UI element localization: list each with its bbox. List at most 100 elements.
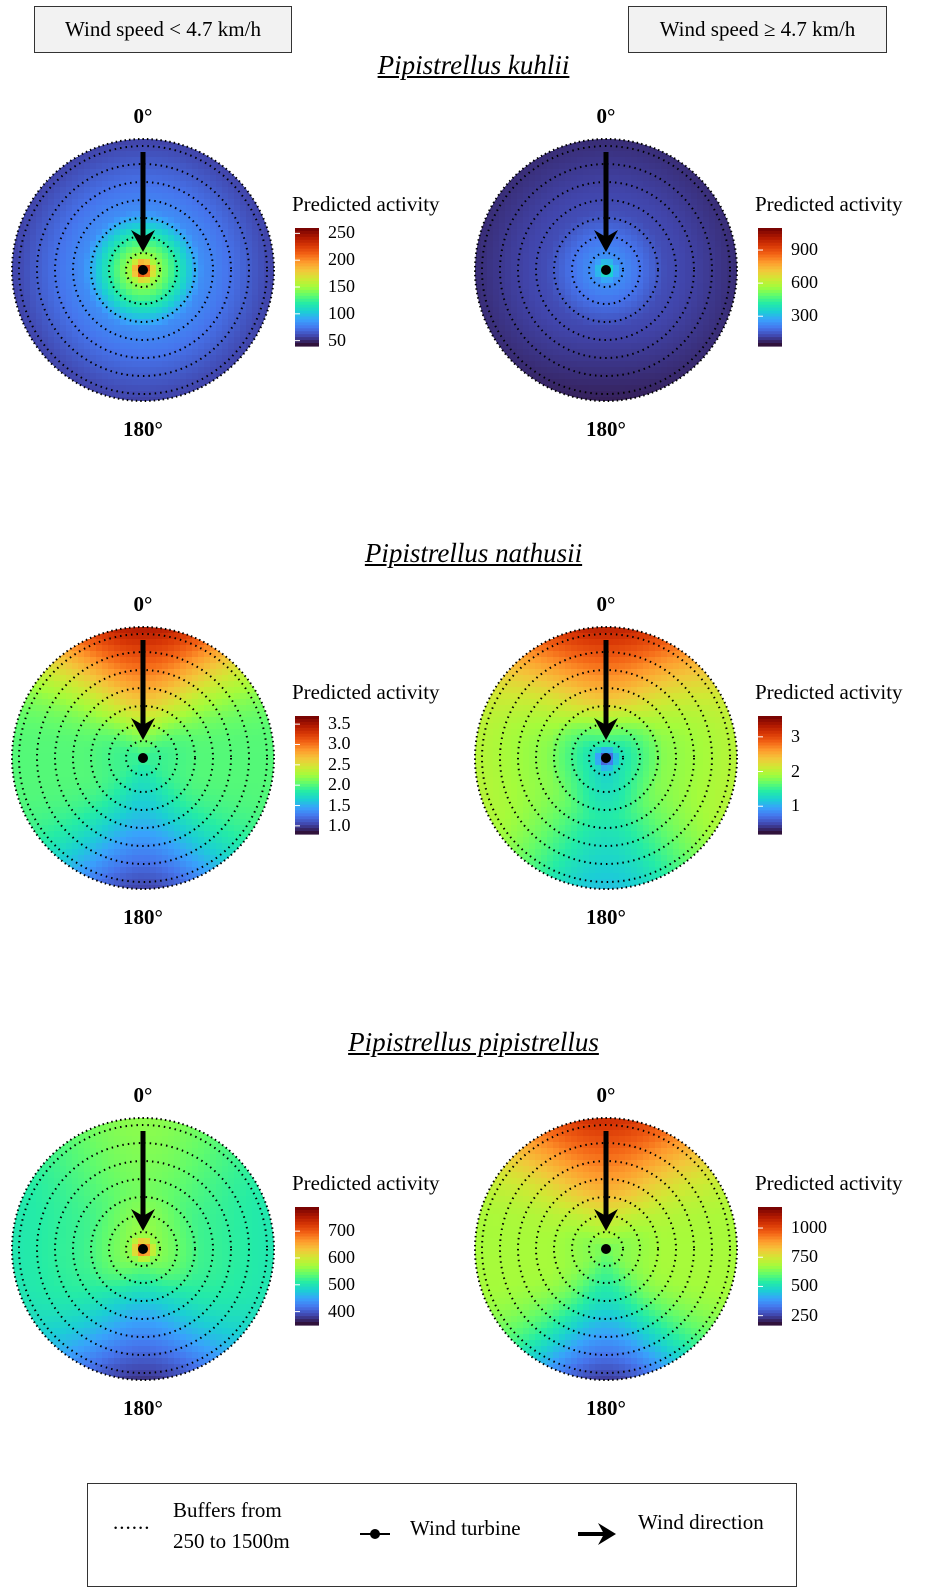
heat-cell [559,331,566,338]
heat-cell [246,319,253,326]
heat-cell [48,223,55,230]
heat-cell [655,675,662,682]
heat-cell [30,807,37,814]
heat-cell [108,145,115,152]
heat-cell [66,807,73,814]
heat-cell [174,687,181,694]
heat-cell [198,819,205,826]
heat-cell [174,681,181,688]
heat-cell [108,699,115,706]
heat-cell [168,307,175,314]
heat-cell [667,313,674,320]
heat-cell [156,175,163,182]
heat-cell [90,151,97,158]
heat-cell [78,205,85,212]
heat-cell [126,175,133,182]
heat-cell [150,337,157,344]
heat-cell [54,247,61,254]
heat-cell [601,349,608,356]
heat-cell [523,343,530,350]
heat-cell [216,723,223,730]
heat-cell [114,633,121,640]
heat-cell [180,747,187,754]
heat-cell [102,289,109,296]
heat-cell [535,199,542,206]
heat-cell [174,777,181,784]
heat-cell [234,837,241,844]
heat-cell [90,753,97,760]
heat-cell [517,265,524,272]
heat-cell [228,825,235,832]
heat-cell [661,241,668,248]
heat-cell [198,247,205,254]
heat-cell [186,319,193,326]
heat-cell [144,217,151,224]
heat-cell [168,277,175,284]
heat-cell [667,229,674,236]
heat-cell [625,235,632,242]
heat-cell [258,319,265,326]
heat-cell [156,675,163,682]
heat-cell [168,663,175,670]
heat-cell [595,277,602,284]
heat-cell [228,361,235,368]
heat-cell [499,325,506,332]
heat-cell [625,169,632,176]
heat-cell [228,729,235,736]
heat-cell [697,331,704,338]
heat-cell [649,151,656,158]
heat-cell [186,873,193,880]
heat-cell [679,241,686,248]
heat-cell [162,325,169,332]
heat-cell [715,289,722,296]
heat-cell [150,205,157,212]
heat-cell [625,343,632,350]
heat-cell [547,217,554,224]
heat-cell [234,289,241,296]
heat-cell [90,729,97,736]
heat-cell [625,307,632,314]
heat-cell [655,373,662,380]
heat-cell [222,253,229,260]
heat-cell [114,657,121,664]
heat-cell [192,663,199,670]
heat-cell [541,651,548,658]
heat-cell [264,235,271,242]
heat-cell [144,639,151,646]
heat-cell [216,355,223,362]
heat-cell [78,199,85,206]
heat-cell [144,633,151,640]
heat-cell [78,675,85,682]
heat-cell [126,783,133,790]
heat-cell [174,669,181,676]
heat-cell [210,331,217,338]
heat-cell [96,283,103,290]
heat-cell [571,229,578,236]
heat-cell [186,711,193,718]
heat-cell [240,313,247,320]
heat-cell [36,777,43,784]
heat-cell [162,741,169,748]
heat-cell [625,253,632,260]
heat-cell [126,867,133,874]
heat-cell [84,325,91,332]
heat-cell [18,235,25,242]
heat-cell [42,807,49,814]
heat-cell [168,145,175,152]
heat-cell [150,289,157,296]
heat-cell [204,379,211,386]
heat-cell [108,175,115,182]
heat-cell [697,193,704,200]
heat-cell [697,355,704,362]
heat-cell [102,145,109,152]
heat-cell [643,349,650,356]
angle-label-180: 180° [586,417,626,441]
heat-cell [553,373,560,380]
heat-cell [66,373,73,380]
heat-cell [120,735,127,742]
heat-cell [685,187,692,194]
heat-cell [643,331,650,338]
heat-cell [12,247,19,254]
heat-cell [625,247,632,254]
heat-cell [30,259,37,266]
